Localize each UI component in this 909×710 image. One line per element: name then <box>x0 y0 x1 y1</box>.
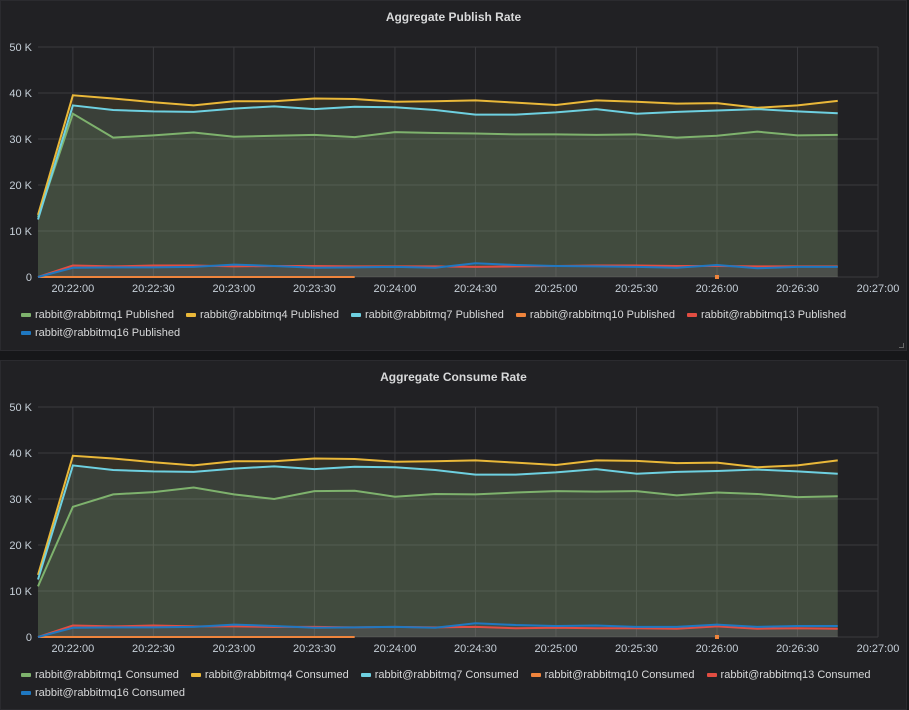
legend-label: rabbit@rabbitmq10 Consumed <box>544 669 695 681</box>
series-fill <box>38 113 838 277</box>
legend-item[interactable]: rabbit@rabbitmq10 Published <box>515 309 675 321</box>
legend-label: rabbit@rabbitmq16 Published <box>35 327 181 339</box>
series-line[interactable] <box>37 454 838 576</box>
series-fill <box>38 105 838 277</box>
x-tick-label: 20:26:30 <box>776 643 819 655</box>
series-line[interactable] <box>37 112 838 218</box>
series-fill <box>38 487 838 637</box>
y-tick-label: 50 K <box>9 42 32 54</box>
series-line[interactable] <box>37 486 838 587</box>
x-tick-label: 20:25:00 <box>535 283 578 295</box>
y-tick-label: 10 K <box>9 226 32 238</box>
y-tick-label: 10 K <box>9 586 32 598</box>
y-tick-label: 20 K <box>9 540 32 552</box>
x-tick-label: 20:27:00 <box>857 643 900 655</box>
legend-swatch-icon <box>515 313 526 317</box>
legend: rabbit@rabbitmq1 Published rabbit@rabbitm… <box>21 309 886 339</box>
panel-title[interactable]: Aggregate Consume Rate <box>380 370 527 384</box>
legend-item[interactable]: rabbit@rabbitmq4 Published <box>185 309 339 321</box>
panel-title[interactable]: Aggregate Publish Rate <box>385 10 522 24</box>
x-tick-label: 20:26:00 <box>696 283 739 295</box>
legend-item[interactable]: rabbit@rabbitmq13 Published <box>687 309 846 321</box>
consume-rate-panel: Aggregate Consume Rate 0 10 K 20 K 30 K 40 K… <box>0 360 907 710</box>
legend-item[interactable]: rabbit@rabbitmq1 Published <box>21 309 174 321</box>
consume-rate-chart[interactable]: 0 10 K 20 K 30 K 40 K 50 K 20:22:00 20:22:30 20:… <box>1 361 908 661</box>
legend-swatch-icon <box>190 673 201 677</box>
x-tick-label: 20:23:30 <box>293 283 336 295</box>
x-tick-label: 20:22:00 <box>51 643 94 655</box>
legend-label: rabbit@rabbitmq1 Published <box>35 309 174 321</box>
x-tick-label: 20:23:00 <box>212 283 255 295</box>
series-line[interactable] <box>37 464 838 580</box>
y-tick-label: 50 K <box>9 402 32 414</box>
legend-item[interactable]: rabbit@rabbitmq13 Consumed <box>706 669 871 681</box>
legend-swatch-icon <box>360 673 371 677</box>
legend-item[interactable]: rabbit@rabbitmq16 Published <box>21 327 180 339</box>
x-tick-label: 20:25:30 <box>615 643 658 655</box>
x-tick-label: 20:26:00 <box>696 643 739 655</box>
legend-swatch-icon <box>706 673 717 677</box>
x-tick-label: 20:24:00 <box>374 643 417 655</box>
series-fill <box>38 455 838 637</box>
legend-swatch-icon <box>21 673 31 677</box>
x-tick-label: 20:22:30 <box>132 283 175 295</box>
legend-swatch-icon <box>687 313 697 317</box>
series-line[interactable] <box>37 622 838 638</box>
y-tick-label: 20 K <box>9 180 32 192</box>
series-line[interactable] <box>37 104 838 220</box>
x-tick-label: 20:25:30 <box>615 283 658 295</box>
legend-swatch-icon <box>21 313 31 317</box>
legend-label: rabbit@rabbitmq13 Published <box>701 309 847 321</box>
legend-swatch-icon <box>350 313 361 317</box>
legend-item[interactable]: rabbit@rabbitmq10 Consumed <box>530 669 695 681</box>
legend-label: rabbit@rabbitmq4 Published <box>199 309 339 321</box>
x-tick-label: 20:23:30 <box>293 643 336 655</box>
x-tick-label: 20:24:30 <box>454 283 497 295</box>
y-tick-label: 40 K <box>9 88 32 100</box>
legend: rabbit@rabbitmq1 Consumed rabbit@rabbitmq… <box>21 669 886 699</box>
x-tick-label: 20:25:00 <box>535 643 578 655</box>
series-line[interactable] <box>37 262 838 278</box>
legend-swatch-icon <box>21 691 31 695</box>
legend-swatch-icon <box>530 673 541 677</box>
y-tick-label: 40 K <box>9 448 32 460</box>
x-tick-label: 20:24:30 <box>454 643 497 655</box>
series-point[interactable] <box>714 635 719 639</box>
y-tick-label: 0 <box>26 632 32 644</box>
y-tick-label: 0 <box>26 272 32 284</box>
legend-label: rabbit@rabbitmq7 Published <box>364 309 504 321</box>
legend-item[interactable]: rabbit@rabbitmq7 Published <box>350 309 504 321</box>
legend-label: rabbit@rabbitmq13 Consumed <box>720 669 871 681</box>
x-tick-label: 20:22:30 <box>132 643 175 655</box>
legend-label: rabbit@rabbitmq10 Published <box>529 309 675 321</box>
legend-item[interactable]: rabbit@rabbitmq1 Consumed <box>21 669 179 681</box>
publish-rate-chart[interactable]: 0 10 K 20 K 30 K 40 K 50 K 20:22:00 20:22:30 20:… <box>1 1 908 301</box>
x-tick-label: 20:23:00 <box>212 643 255 655</box>
legend-label: rabbit@rabbitmq16 Consumed <box>35 687 185 699</box>
y-tick-label: 30 K <box>9 494 32 506</box>
legend-item[interactable]: rabbit@rabbitmq7 Consumed <box>360 669 519 681</box>
x-tick-label: 20:27:00 <box>857 283 900 295</box>
x-tick-label: 20:24:00 <box>374 283 417 295</box>
resize-handle[interactable] <box>899 343 904 348</box>
legend-item[interactable]: rabbit@rabbitmq16 Consumed <box>21 687 185 699</box>
series-fill <box>38 95 838 277</box>
x-tick-label: 20:22:00 <box>51 283 94 295</box>
legend-label: rabbit@rabbitmq4 Consumed <box>204 669 349 681</box>
legend-label: rabbit@rabbitmq7 Consumed <box>374 669 519 681</box>
series-fill <box>38 265 838 277</box>
series-point[interactable] <box>714 275 719 279</box>
legend-item[interactable]: rabbit@rabbitmq4 Consumed <box>190 669 349 681</box>
legend-label: rabbit@rabbitmq1 Consumed <box>35 669 179 681</box>
publish-rate-panel: Aggregate Publish Rate 0 10 K 20 K 30 K 40 K… <box>0 0 907 351</box>
series-fill <box>38 465 838 637</box>
x-tick-label: 20:26:30 <box>776 283 819 295</box>
legend-swatch-icon <box>21 331 31 335</box>
series-line[interactable] <box>37 94 838 216</box>
y-tick-label: 30 K <box>9 134 32 146</box>
legend-swatch-icon <box>185 313 196 317</box>
